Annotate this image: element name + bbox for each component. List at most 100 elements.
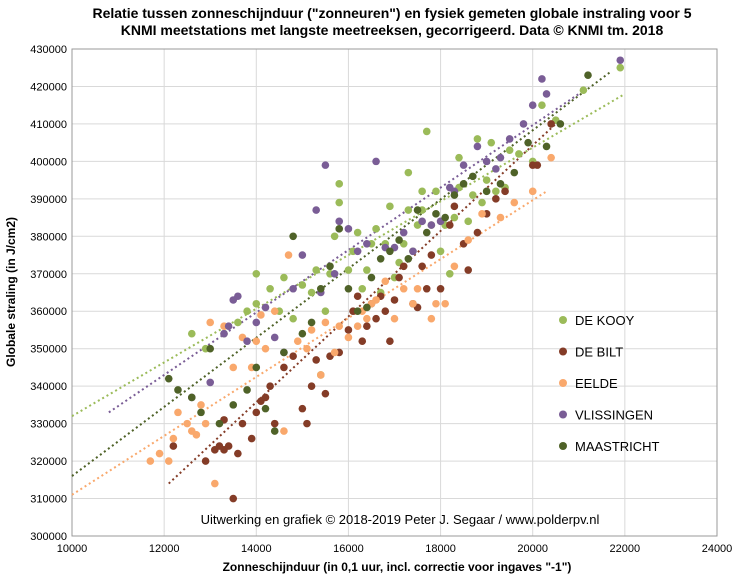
point-eelde bbox=[280, 427, 288, 435]
y-tick-label: 340000 bbox=[30, 381, 67, 393]
point-de-kooy bbox=[234, 318, 242, 327]
point-eelde bbox=[321, 318, 330, 327]
credit-text: Uitwerking en grafiek © 2018-2019 Peter … bbox=[201, 512, 600, 527]
trendline-de-kooy bbox=[71, 93, 626, 417]
point-de-bilt bbox=[280, 363, 288, 372]
point-de-bilt bbox=[445, 221, 454, 229]
point-eelde bbox=[169, 434, 178, 443]
point-maastricht bbox=[524, 138, 532, 147]
point-vlissingen bbox=[363, 240, 371, 248]
trend-lines bbox=[71, 70, 626, 496]
point-de-bilt bbox=[321, 389, 330, 398]
point-vlissingen bbox=[270, 333, 279, 342]
x-axis-ticks: 10000 12000 14000 16000 18000 20000 22000 24000 bbox=[57, 543, 733, 555]
point-vlissingen bbox=[616, 56, 625, 65]
point-de-kooy bbox=[473, 135, 482, 143]
x-tick-label: 16000 bbox=[333, 543, 364, 555]
legend-label-de-kooy: DE KOOY bbox=[575, 313, 635, 328]
point-de-bilt bbox=[247, 434, 256, 443]
point-maastricht bbox=[353, 307, 362, 316]
point-eelde bbox=[316, 371, 325, 379]
point-de-kooy bbox=[307, 288, 316, 297]
point-eelde bbox=[363, 314, 371, 323]
y-tick-label: 420000 bbox=[30, 81, 67, 93]
point-vlissingen bbox=[542, 90, 551, 98]
point-eelde bbox=[284, 251, 293, 259]
point-maastricht bbox=[164, 374, 173, 383]
point-de-bilt bbox=[399, 262, 408, 271]
point-de-kooy bbox=[450, 213, 459, 222]
point-de-bilt bbox=[381, 307, 390, 316]
trendline-de-bilt bbox=[168, 123, 557, 485]
point-de-bilt bbox=[473, 228, 482, 237]
point-eelde bbox=[381, 277, 390, 286]
point-de-kooy bbox=[266, 284, 274, 293]
point-eelde bbox=[344, 333, 353, 342]
point-vlissingen bbox=[399, 228, 408, 237]
point-de-kooy bbox=[478, 198, 486, 207]
point-de-kooy bbox=[321, 307, 330, 316]
y-tick-label: 300000 bbox=[30, 531, 67, 543]
point-maastricht bbox=[197, 408, 205, 417]
point-vlissingen bbox=[321, 161, 330, 169]
point-eelde bbox=[464, 236, 473, 244]
trendline-maastricht bbox=[71, 70, 612, 477]
y-tick-label: 360000 bbox=[30, 306, 67, 318]
point-de-kooy bbox=[280, 273, 288, 282]
point-eelde bbox=[510, 198, 519, 207]
point-de-bilt bbox=[312, 356, 320, 364]
point-de-kooy bbox=[422, 127, 431, 136]
point-eelde bbox=[174, 408, 182, 417]
y-tick-label: 390000 bbox=[30, 194, 67, 206]
point-maastricht bbox=[542, 142, 551, 151]
point-de-bilt bbox=[238, 419, 247, 428]
point-de-kooy bbox=[252, 299, 261, 308]
x-tick-label: 18000 bbox=[425, 543, 456, 555]
point-vlissingen bbox=[252, 318, 261, 327]
point-maastricht bbox=[335, 225, 344, 233]
point-maastricht bbox=[174, 386, 182, 394]
point-maastricht bbox=[252, 363, 261, 372]
y-tick-label: 380000 bbox=[30, 231, 67, 243]
y-axis-title: Globale straling (in J/cm2) bbox=[4, 217, 18, 367]
point-vlissingen bbox=[409, 247, 417, 256]
trendline-eelde bbox=[71, 190, 548, 496]
point-de-kooy bbox=[363, 266, 371, 274]
chart-title-line2: KNMI meetstations met langste meetreekse… bbox=[121, 22, 664, 38]
point-maastricht bbox=[270, 427, 279, 435]
point-de-kooy bbox=[455, 153, 463, 162]
point-vlissingen bbox=[482, 157, 491, 166]
point-eelde bbox=[206, 318, 215, 327]
point-maastricht bbox=[496, 180, 505, 188]
point-maastricht bbox=[441, 213, 449, 222]
point-de-kooy bbox=[487, 138, 496, 147]
point-de-bilt bbox=[224, 442, 233, 450]
point-de-kooy bbox=[482, 176, 491, 184]
point-de-kooy bbox=[404, 206, 413, 214]
point-vlissingen bbox=[312, 206, 320, 214]
point-vlissingen bbox=[234, 292, 242, 301]
point-maastricht bbox=[469, 172, 477, 181]
point-de-kooy bbox=[538, 101, 546, 109]
point-de-bilt bbox=[252, 408, 261, 417]
point-vlissingen bbox=[492, 165, 500, 173]
point-de-kooy bbox=[243, 307, 251, 316]
point-maastricht bbox=[229, 401, 238, 409]
point-de-bilt bbox=[201, 457, 210, 465]
point-eelde bbox=[192, 431, 201, 439]
point-de-bilt bbox=[450, 202, 459, 211]
point-eelde bbox=[390, 314, 399, 323]
point-de-kooy bbox=[335, 198, 344, 207]
point-de-kooy bbox=[418, 187, 426, 196]
point-vlissingen bbox=[261, 303, 270, 312]
point-maastricht bbox=[289, 232, 297, 241]
legend-label-de-bilt: DE BILT bbox=[575, 345, 623, 360]
point-vlissingen bbox=[427, 221, 436, 229]
y-tick-label: 320000 bbox=[30, 456, 67, 468]
point-de-bilt bbox=[358, 337, 367, 346]
point-de-bilt bbox=[427, 251, 436, 259]
point-de-kooy bbox=[330, 232, 339, 241]
point-vlissingen bbox=[528, 101, 537, 109]
point-maastricht bbox=[482, 187, 491, 196]
point-de-bilt bbox=[270, 419, 279, 428]
